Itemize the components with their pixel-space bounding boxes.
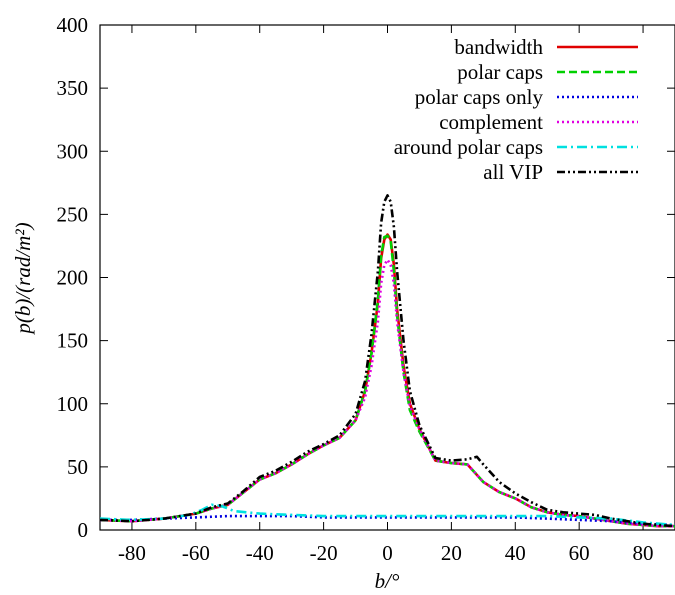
series-line-bandwidth — [99, 233, 675, 528]
x-tick-label: 80 — [633, 541, 654, 565]
legend-label-complement: complement — [439, 110, 543, 134]
series-line-around-polar-caps — [99, 503, 675, 527]
x-tick-label: -20 — [310, 541, 338, 565]
legend-label-polar-caps-only: polar caps only — [415, 85, 544, 109]
series-line-polar-caps — [99, 234, 675, 528]
x-tick-label: 60 — [569, 541, 590, 565]
y-axis-label: p(b)/(rad/m²) — [11, 222, 35, 335]
legend-label-around-polar-caps: around polar caps — [394, 135, 543, 159]
x-tick-label: -80 — [118, 541, 146, 565]
x-tick-label: -40 — [246, 541, 274, 565]
legend-label-bandwidth: bandwidth — [454, 35, 543, 59]
x-tick-label: 20 — [441, 541, 462, 565]
y-tick-label: 250 — [57, 202, 89, 226]
y-tick-label: 0 — [78, 518, 89, 542]
series-lines — [99, 194, 675, 528]
legend-label-polar-caps: polar caps — [457, 60, 543, 84]
series-line-all-vip — [99, 194, 675, 528]
series-line-polar-caps-only — [100, 514, 675, 527]
y-tick-label: 400 — [57, 13, 89, 37]
y-tick-label: 50 — [67, 455, 88, 479]
y-tick-label: 200 — [57, 266, 89, 290]
y-tick-label: 350 — [57, 76, 89, 100]
x-tick-label: 40 — [505, 541, 526, 565]
x-axis-label: b/° — [375, 569, 400, 593]
x-tick-label: 0 — [382, 541, 393, 565]
y-tick-label: 300 — [57, 139, 89, 163]
y-tick-label: 150 — [57, 329, 89, 353]
y-tick-label: 100 — [57, 392, 89, 416]
series-line-complement — [99, 258, 675, 528]
legend-label-all-vip: all VIP — [483, 160, 543, 184]
plot-frame — [99, 24, 675, 531]
axis-ticks: -80 -60 -40 -20 0 20 40 60 80 0 50 100 150 200 250 300 3… — [57, 13, 675, 565]
x-tick-label: -60 — [182, 541, 210, 565]
